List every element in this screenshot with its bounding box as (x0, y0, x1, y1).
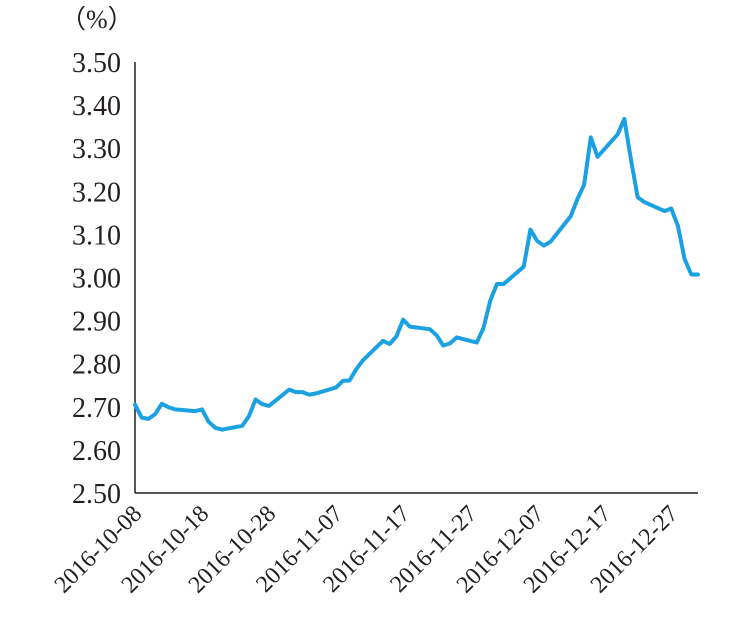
y-tick-label: 3.10 (72, 220, 121, 251)
y-tick-label: 3.00 (72, 264, 121, 295)
y-tick-label: 2.50 (72, 479, 121, 510)
y-tick-label: 2.80 (72, 350, 121, 381)
y-tick-label: 2.90 (72, 307, 121, 338)
y-tick-label: 3.30 (72, 134, 121, 165)
y-tick-label: 2.60 (72, 436, 121, 467)
y-tick-label: 3.40 (72, 91, 121, 122)
x-axis-ticks: 2016-10-082016-10-182016-10-282016-11-07… (50, 501, 684, 599)
y-tick-label: 2.70 (72, 393, 121, 424)
y-tick-label: 3.50 (72, 48, 121, 79)
y-axis-unit-label: （%） (60, 5, 134, 34)
series-line (133, 116, 700, 432)
y-tick-label: 3.20 (72, 177, 121, 208)
y-axis-ticks: 2.50 2.60 2.70 2.80 2.90 3.00 3.10 3.20 3.30 3.40… (72, 48, 121, 510)
